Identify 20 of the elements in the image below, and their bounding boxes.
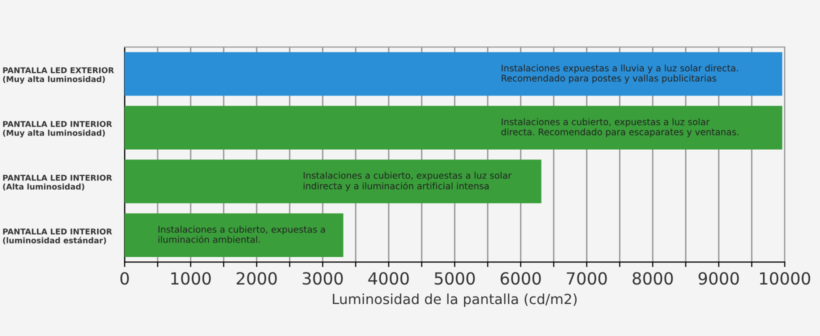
- bar: [124, 106, 782, 150]
- x-tick-label: 6000: [500, 272, 541, 285]
- x-axis-title: Luminosidad de la pantalla (cd/m2): [332, 293, 577, 307]
- bar: [124, 213, 344, 257]
- annotation: Instalaciones a cubierto, expuestas a luz solar directa. Recomendado para escaparates y ventanas.: [501, 118, 738, 138]
- x-tick-label: 8000: [632, 272, 673, 285]
- x-tick-label: 10000: [760, 272, 810, 285]
- annotation: Instalaciones a cubierto, expuestas a luz solar indirecta y a iluminación artificial intensa: [304, 172, 512, 192]
- bar: [124, 160, 542, 204]
- bar: [124, 52, 782, 96]
- x-tick-label: 1000: [171, 272, 211, 285]
- annotation: Instalaciones a cubierto, expuestas a iluminación ambiental.: [158, 226, 325, 243]
- x-tick-label: 4000: [368, 272, 409, 285]
- x-tick-label: 2000: [236, 272, 277, 285]
- x-tick-label: 5000: [434, 272, 475, 285]
- x-tick-label: 3000: [302, 272, 343, 285]
- x-tick-label: 7000: [566, 272, 607, 285]
- annotation: Instalaciones expuestas a lluvia y a luz solar directa. Recomendado para postes y vallas publicitarias: [502, 64, 738, 84]
- x-tick-label: 9000: [698, 272, 739, 285]
- x-tick-label: 0: [120, 272, 129, 285]
